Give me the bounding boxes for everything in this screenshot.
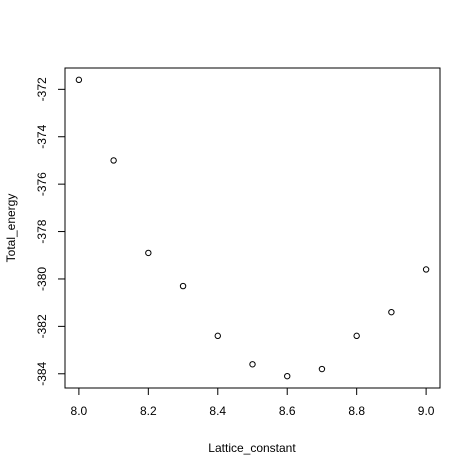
point [145, 249, 152, 257]
y-tick-label: -382 [35, 314, 49, 338]
point [179, 282, 187, 290]
y-tick-label: -384 [35, 361, 49, 385]
x-tick-label: 8.2 [140, 404, 157, 418]
point [284, 372, 291, 380]
point [318, 365, 326, 373]
x-tick-label: 8.4 [209, 404, 226, 418]
x-tick-label: 8.8 [348, 404, 365, 418]
x-tick-label: 9.0 [418, 404, 435, 418]
x-axis-label: Lattice_constant [208, 441, 296, 455]
x-tick-label: 8.6 [279, 404, 296, 418]
y-tick-label: -372 [35, 77, 49, 101]
y-tick-label: -380 [35, 267, 49, 291]
point [110, 157, 117, 164]
point [388, 308, 395, 316]
y-tick-label: -376 [35, 172, 49, 196]
point [75, 76, 83, 84]
point [422, 266, 430, 273]
y-tick-label: -374 [35, 124, 49, 148]
point [249, 361, 256, 368]
x-tick-label: 8.0 [71, 404, 88, 418]
point [214, 332, 221, 340]
point [353, 332, 360, 340]
y-axis-label: Total_energy [4, 194, 18, 263]
plot-box [64, 67, 441, 389]
y-tick-label: -378 [35, 219, 49, 243]
